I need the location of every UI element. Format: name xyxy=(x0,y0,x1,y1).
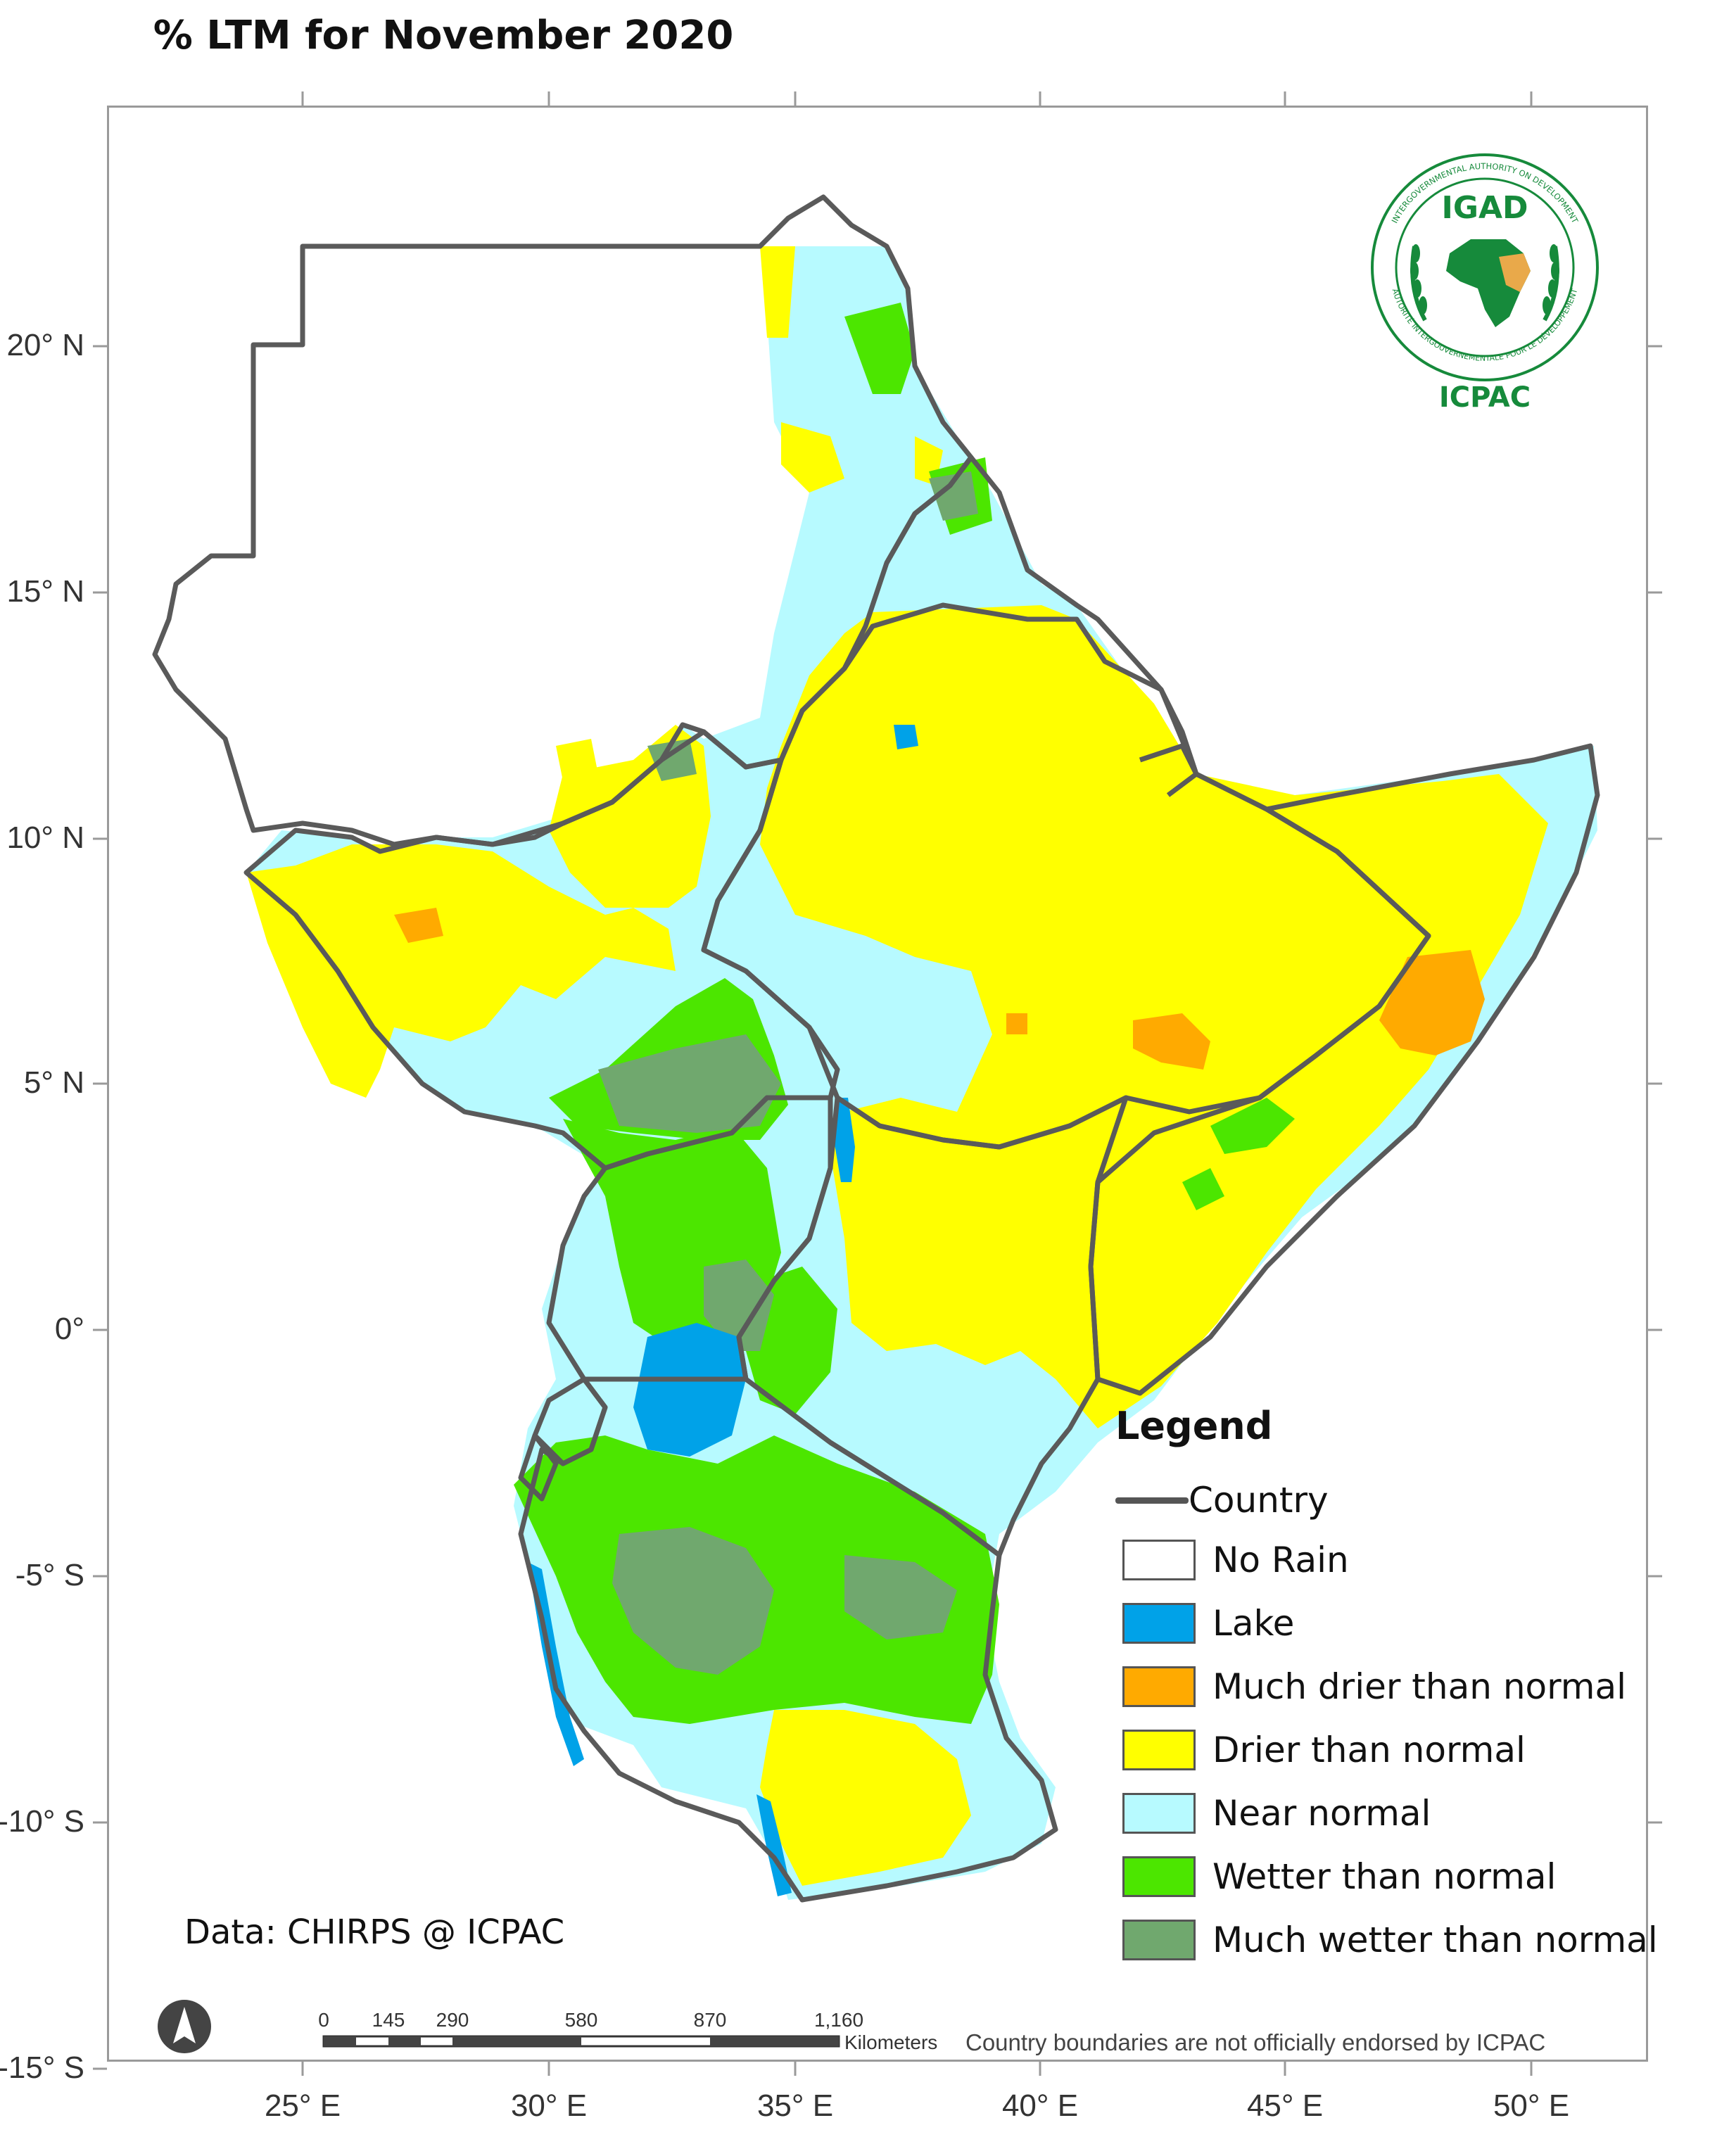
legend-item: Much drier than normal xyxy=(1122,1655,1650,1718)
region-much-drier-ethiopia xyxy=(1133,1013,1210,1070)
legend-item: Lake xyxy=(1122,1592,1650,1655)
legend: Legend Country No Rain Lake Much drier tha… xyxy=(1101,1404,1658,1972)
legend-item: Drier than normal xyxy=(1122,1718,1650,1782)
lat-label-10s: -10° S xyxy=(0,1804,84,1839)
sudan-boundary xyxy=(152,194,974,847)
eritrea-boundary xyxy=(884,455,1199,775)
graticule-ticks xyxy=(93,91,1662,2076)
country-boundaries xyxy=(152,194,1600,1903)
region-much-wetter-uganda xyxy=(704,1260,774,1351)
region-much-drier-somalia xyxy=(1379,950,1485,1055)
scale-tick-145: 145 xyxy=(372,2009,405,2031)
scale-tick-1160: 1,160 xyxy=(814,2009,863,2031)
data-source: Data: CHIRPS @ ICPAC xyxy=(184,1913,565,1952)
igad-icpac-logo: IGAD INTERGOVERNMENTAL AUTHORITY ON DEVE… xyxy=(1365,148,1604,422)
lake-tana xyxy=(894,725,918,749)
legend-swatch xyxy=(1122,1666,1196,1707)
map-title: % LTM for November 2020 xyxy=(153,13,734,58)
legend-item: No Rain xyxy=(1122,1528,1650,1592)
region-drier-north xyxy=(760,605,1548,1428)
lat-label-5n: 5° N xyxy=(23,1065,84,1100)
region-much-wetter-ssudan xyxy=(598,1034,781,1133)
legend-item-label: Wetter than normal xyxy=(1212,1856,1557,1897)
lat-label-20n: 20° N xyxy=(6,328,84,362)
scale-tick-580: 580 xyxy=(565,2009,598,2031)
legend-item-label: Drier than normal xyxy=(1212,1730,1526,1770)
region-drier-south xyxy=(760,1710,971,1886)
legend-item: Much wetter than normal xyxy=(1122,1908,1658,1972)
lon-label-45e: 45° E xyxy=(1246,2088,1324,2123)
scale-bar: 0 145 290 580 870 1,160 Kilometers xyxy=(310,2005,985,2069)
logo-acronym: IGAD xyxy=(1441,190,1528,226)
lat-label-15n: 15° N xyxy=(6,574,84,609)
igad-emblem-icon: IGAD INTERGOVERNMENTAL AUTHORITY ON DEVE… xyxy=(1371,153,1599,414)
north-arrow-icon xyxy=(158,2000,211,2053)
legend-swatch xyxy=(1122,1920,1196,1960)
legend-country-label: Country xyxy=(1189,1480,1329,1521)
legend-item-label: Lake xyxy=(1212,1603,1295,1644)
uganda-boundary xyxy=(546,1095,833,1382)
scale-tick-290: 290 xyxy=(436,2009,469,2031)
legend-item-label: Much drier than normal xyxy=(1212,1666,1627,1707)
legend-item-label: Much wetter than normal xyxy=(1212,1920,1658,1960)
scale-tick-0: 0 xyxy=(318,2009,329,2031)
legend-items: No Rain Lake Much drier than normal Drier t… xyxy=(1101,1528,1658,1972)
legend-item: Near normal xyxy=(1122,1782,1650,1845)
legend-title: Legend xyxy=(1115,1404,1273,1448)
legend-swatch xyxy=(1122,1603,1196,1644)
legend-swatch xyxy=(1122,1856,1196,1897)
legend-country: Country xyxy=(1115,1472,1650,1528)
lake-turkana xyxy=(834,1098,855,1182)
legend-swatch xyxy=(1122,1540,1196,1580)
legend-item-label: No Rain xyxy=(1212,1540,1349,1580)
rainfall-anomaly-map xyxy=(246,246,1597,1900)
legend-item: Wetter than normal xyxy=(1122,1845,1650,1908)
disclaimer: Country boundaries are not officially en… xyxy=(965,2029,1546,2055)
lon-label-50e: 50° E xyxy=(1493,2088,1570,2123)
tanzania-boundary xyxy=(518,1376,1058,1903)
region-much-wetter-tanzania xyxy=(612,1527,774,1675)
region-much-wetter-tanzania-east xyxy=(844,1555,957,1640)
scale-tick-870: 870 xyxy=(694,2009,727,2031)
region-drier-west xyxy=(246,844,676,1098)
lat-label-5s: -5° S xyxy=(15,1558,84,1592)
logo-caption: ICPAC xyxy=(1439,381,1531,414)
lon-label-30e: 30° E xyxy=(510,2088,588,2123)
legend-swatch xyxy=(1122,1793,1196,1834)
lat-label-15s: -15° S xyxy=(0,2050,84,2085)
legend-item-label: Near normal xyxy=(1212,1793,1431,1834)
scale-unit: Kilometers xyxy=(844,2031,937,2053)
region-wetter-somalia xyxy=(1182,1098,1295,1210)
djibouti-boundary xyxy=(1139,743,1199,797)
lat-label-0: 0° xyxy=(54,1312,84,1346)
somalia-boundary xyxy=(1088,743,1600,1396)
lake-victoria xyxy=(633,1323,746,1457)
lon-label-40e: 40° E xyxy=(1001,2088,1079,2123)
lon-label-35e: 35° E xyxy=(756,2088,834,2123)
map-frame xyxy=(107,106,1648,2062)
lon-label-25e: 25° E xyxy=(264,2088,341,2123)
lat-label-10n: 10° N xyxy=(6,820,84,855)
country-line-icon xyxy=(1115,1497,1189,1504)
legend-swatch xyxy=(1122,1730,1196,1770)
